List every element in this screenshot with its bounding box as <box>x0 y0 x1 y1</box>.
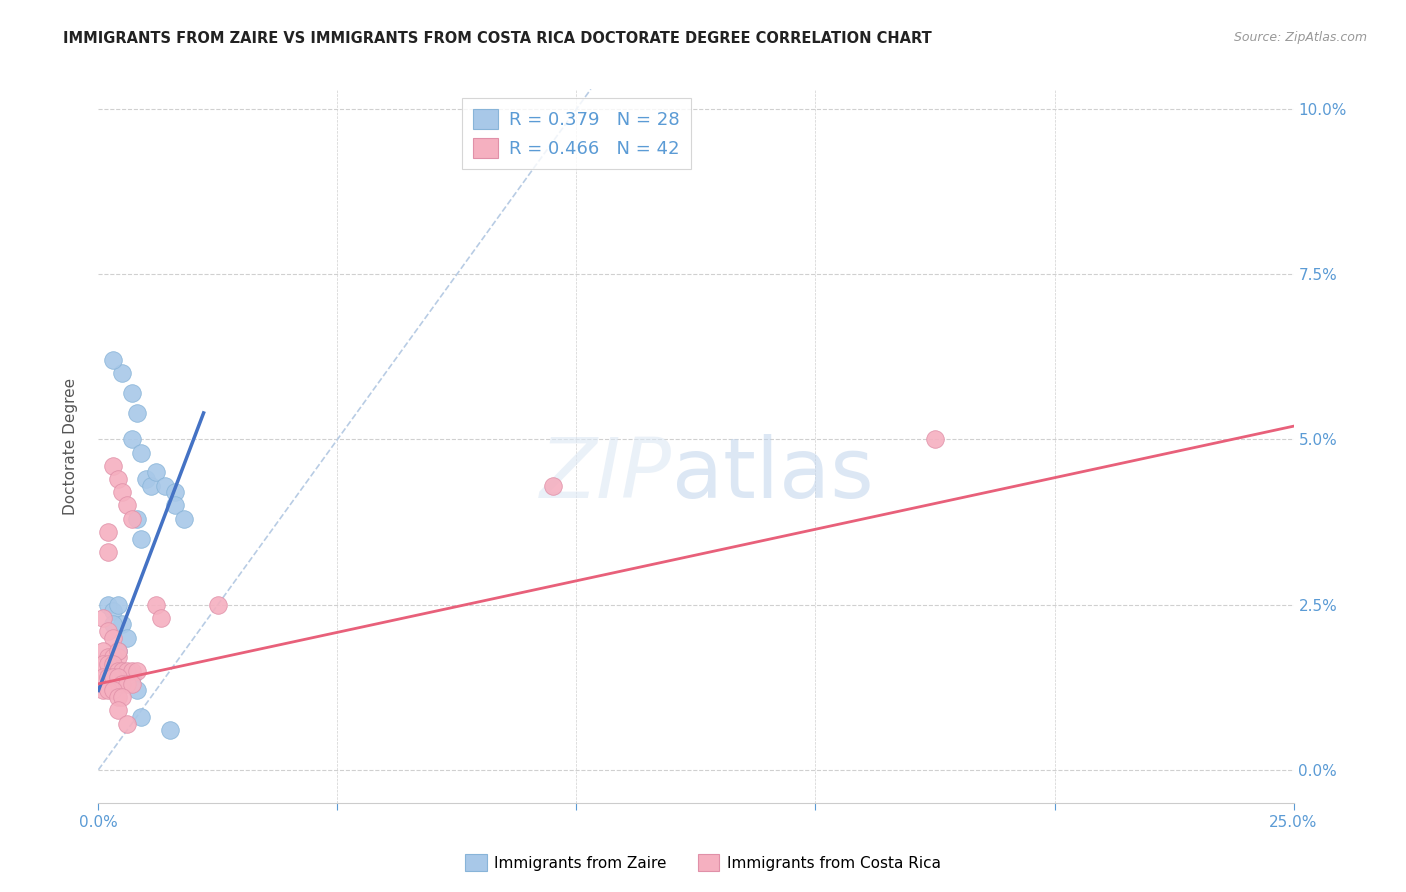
Point <box>91 683 114 698</box>
Point <box>121 664 143 678</box>
Point <box>101 604 124 618</box>
Point <box>145 598 167 612</box>
Point <box>107 598 129 612</box>
Point <box>131 445 153 459</box>
Point <box>163 485 186 500</box>
Point <box>131 532 153 546</box>
Point <box>115 499 138 513</box>
Point <box>125 511 148 525</box>
Point <box>111 485 134 500</box>
Point <box>121 670 143 684</box>
Point <box>97 657 120 671</box>
Point <box>163 499 186 513</box>
Point <box>107 690 129 704</box>
Point <box>115 677 138 691</box>
Point <box>91 611 114 625</box>
Point <box>111 617 134 632</box>
Point <box>107 664 129 678</box>
Point <box>115 664 138 678</box>
Point <box>107 644 129 658</box>
Point <box>101 683 124 698</box>
Point <box>101 657 124 671</box>
Point <box>111 664 134 678</box>
Point <box>107 703 129 717</box>
Point <box>115 631 138 645</box>
Point <box>149 611 172 625</box>
Legend: R = 0.379   N = 28, R = 0.466   N = 42: R = 0.379 N = 28, R = 0.466 N = 42 <box>463 98 690 169</box>
Text: Source: ZipAtlas.com: Source: ZipAtlas.com <box>1233 31 1367 45</box>
Point <box>91 657 114 671</box>
Point <box>97 598 120 612</box>
Point <box>101 617 124 632</box>
Point <box>125 664 148 678</box>
Legend: Immigrants from Zaire, Immigrants from Costa Rica: Immigrants from Zaire, Immigrants from C… <box>460 848 946 877</box>
Point <box>91 644 114 658</box>
Text: ZIP: ZIP <box>540 434 672 515</box>
Point <box>135 472 157 486</box>
Point <box>173 511 195 525</box>
Point <box>101 657 124 671</box>
Point <box>97 545 120 559</box>
Point <box>107 650 129 665</box>
Text: atlas: atlas <box>672 434 873 515</box>
Point <box>131 710 153 724</box>
Point <box>107 472 129 486</box>
Point <box>101 353 124 368</box>
Point <box>111 367 134 381</box>
Point <box>155 478 177 492</box>
Point <box>924 433 946 447</box>
Point <box>121 386 143 401</box>
Point <box>125 683 148 698</box>
Point <box>111 690 134 704</box>
Point <box>541 478 564 492</box>
Point <box>145 466 167 480</box>
Point <box>207 598 229 612</box>
Point <box>101 650 124 665</box>
Point <box>139 478 162 492</box>
Text: IMMIGRANTS FROM ZAIRE VS IMMIGRANTS FROM COSTA RICA DOCTORATE DEGREE CORRELATION: IMMIGRANTS FROM ZAIRE VS IMMIGRANTS FROM… <box>63 31 932 46</box>
Point <box>97 683 120 698</box>
Point <box>121 433 143 447</box>
Point <box>101 631 124 645</box>
Point <box>97 670 120 684</box>
Point <box>107 644 129 658</box>
Point <box>115 716 138 731</box>
Point <box>101 670 124 684</box>
Y-axis label: Doctorate Degree: Doctorate Degree <box>63 377 77 515</box>
Point <box>91 670 114 684</box>
Point <box>97 624 120 638</box>
Point <box>101 458 124 473</box>
Point <box>111 677 134 691</box>
Point <box>107 670 129 684</box>
Point <box>97 650 120 665</box>
Point <box>159 723 181 738</box>
Point <box>121 511 143 525</box>
Point <box>125 406 148 420</box>
Point <box>121 677 143 691</box>
Point <box>97 524 120 539</box>
Point <box>111 664 134 678</box>
